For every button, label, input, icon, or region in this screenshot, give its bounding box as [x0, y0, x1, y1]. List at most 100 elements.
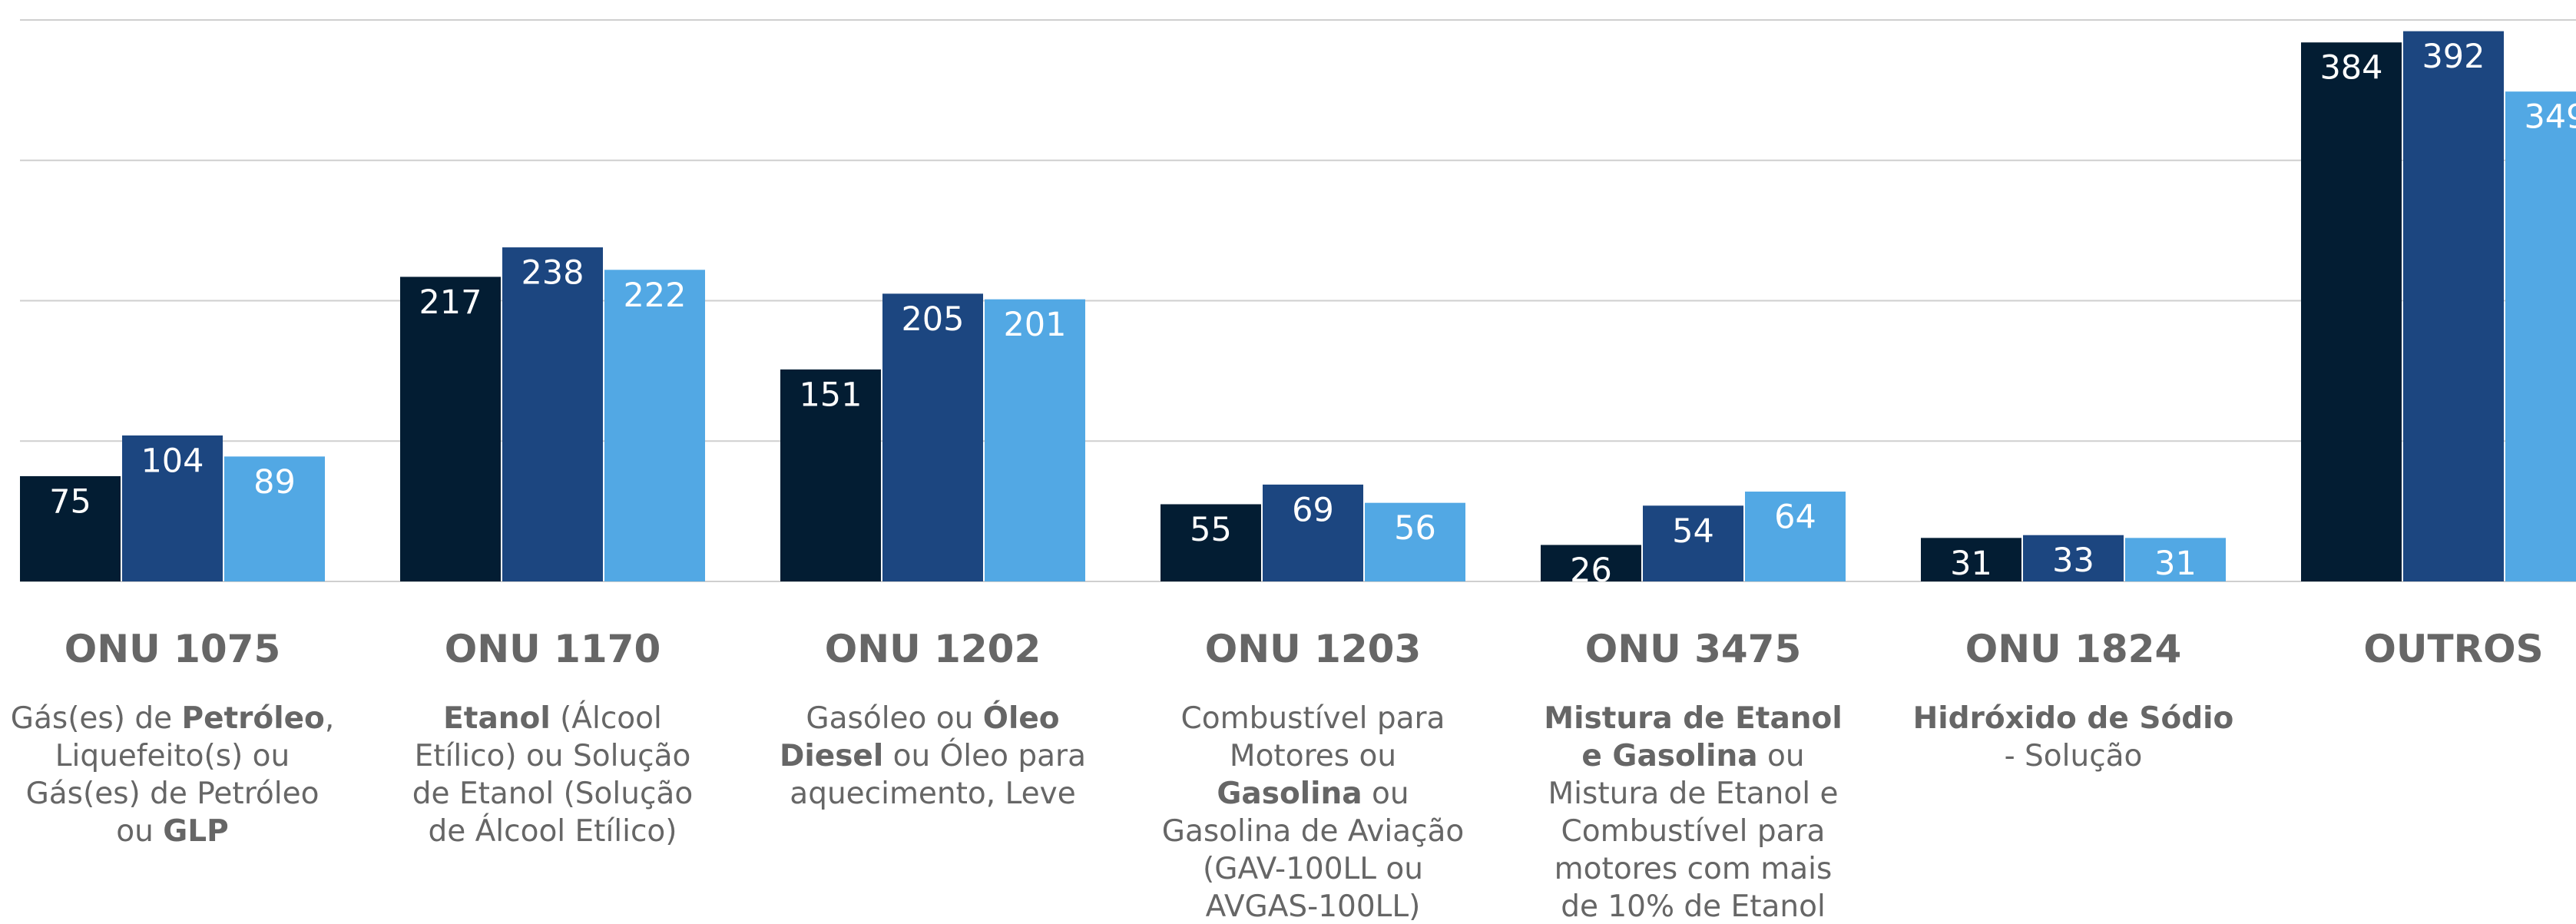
category-description: Gasóleo ou Óleo: [806, 700, 1059, 736]
bar: [2505, 91, 2576, 581]
description-text: AVGAS-100LL): [1206, 889, 1421, 924]
category-description: Diesel ou Óleo para: [780, 737, 1086, 773]
value-label: 75: [49, 482, 91, 521]
description-text: Gasolina de Aviação: [1162, 814, 1465, 849]
bar: [2301, 42, 2402, 582]
category-description: Gasolina ou: [1217, 777, 1409, 811]
description-text: ou Óleo para: [883, 737, 1086, 773]
bar: [1161, 504, 1261, 581]
category-label: ONU 1824: [1965, 627, 2182, 671]
category-description: de 10% de Etanol: [1561, 889, 1826, 924]
value-label: 33: [2052, 541, 2094, 580]
bar: [122, 435, 223, 581]
value-label: 205: [901, 300, 964, 339]
description-text: de Álcool Etílico): [428, 813, 677, 849]
bar: [502, 247, 603, 581]
category-description: motores com mais: [1555, 852, 1833, 886]
category-description: de Álcool Etílico): [428, 813, 677, 849]
category-label: ONU 1203: [1205, 627, 1422, 671]
description-text: de 10% de Etanol: [1561, 889, 1826, 924]
description-text: Mistura de Etanol: [1544, 701, 1842, 736]
value-label: 54: [1672, 512, 1714, 551]
value-label: 89: [253, 463, 296, 502]
description-text: Petróleo: [182, 701, 325, 736]
description-text: Gás(es) de: [11, 701, 182, 736]
value-label: 201: [1003, 306, 1066, 344]
description-text: Gasóleo ou: [806, 701, 982, 736]
category-description: Liquefeito(s) ou: [55, 739, 290, 773]
category-label: ONU 1202: [825, 627, 1041, 671]
value-label: 69: [1292, 491, 1334, 529]
description-text: (Álcool: [551, 700, 662, 736]
description-text: ou: [1758, 739, 1805, 773]
description-text: Diesel: [780, 739, 883, 773]
description-text: de Etanol (Solução: [412, 777, 693, 811]
bar: [780, 369, 881, 581]
category-label: OUTROS: [2363, 627, 2543, 671]
description-text: Motores ou: [1230, 739, 1396, 773]
bar: [1365, 502, 1465, 581]
bar: [2125, 538, 2226, 581]
category-description: Combustível para: [1181, 701, 1445, 736]
value-label: 55: [1190, 511, 1232, 549]
description-text: Combustível para: [1181, 701, 1445, 736]
description-text: (GAV-100LL ou: [1203, 852, 1423, 886]
description-text: Combustível para: [1561, 814, 1826, 849]
category-label: ONU 1075: [65, 627, 281, 671]
bar: [985, 299, 1085, 581]
description-text: Liquefeito(s) ou: [55, 739, 290, 773]
description-text: ou: [116, 814, 163, 849]
value-label: 26: [1570, 551, 1612, 590]
bar: [2403, 31, 2504, 582]
value-label: 151: [799, 376, 862, 415]
value-label: 349: [2524, 98, 2576, 137]
category-description: aquecimento, Leve: [790, 777, 1075, 811]
category-description: Gás(es) de Petróleo,: [11, 701, 334, 736]
description-text: - Solução: [2005, 739, 2143, 773]
description-text: ou: [1362, 777, 1409, 811]
category-description: de Etanol (Solução: [412, 777, 693, 811]
value-label: 64: [1774, 498, 1816, 537]
value-label: 31: [2154, 545, 2197, 583]
value-label: 238: [521, 254, 584, 293]
value-label: 31: [1950, 545, 1992, 583]
bar: [1643, 505, 1743, 581]
description-text: Gás(es) de Petróleo: [26, 777, 320, 811]
description-text: Etílico) ou Solução: [415, 739, 691, 773]
category-description: Mistura de Etanol e: [1548, 777, 1839, 811]
category-description: Gasolina de Aviação: [1162, 814, 1465, 849]
bar: [224, 456, 325, 581]
bar: [400, 277, 501, 581]
category-description: Mistura de Etanol: [1544, 701, 1842, 736]
category-description: (GAV-100LL ou: [1203, 852, 1423, 886]
description-text: Etanol: [443, 701, 551, 736]
bar: [882, 293, 983, 581]
bar: [1921, 538, 2021, 581]
description-text: e Gasolina: [1581, 739, 1757, 773]
category-label: ONU 3475: [1585, 627, 1802, 671]
category-description: Combustível para: [1561, 814, 1826, 849]
bar: [1745, 492, 1846, 581]
bar: [604, 270, 705, 581]
category-description: Hidróxido de Sódio: [1913, 701, 2234, 736]
category-description: Etanol (Álcool: [443, 700, 662, 736]
value-label: 104: [141, 442, 204, 480]
bar: [1541, 545, 1641, 581]
value-label: 56: [1394, 509, 1436, 548]
bar: [20, 475, 121, 581]
value-label: 392: [2422, 38, 2485, 76]
category-description: Gás(es) de Petróleo: [26, 777, 320, 811]
description-text: motores com mais: [1555, 852, 1833, 886]
description-text: Gasolina: [1217, 777, 1362, 811]
description-text: Hidróxido de Sódio: [1913, 701, 2234, 736]
category-description: - Solução: [2005, 739, 2143, 773]
description-text: Óleo: [983, 700, 1060, 736]
bar: [1263, 484, 1363, 581]
category-description: Etílico) ou Solução: [415, 739, 691, 773]
category-description: AVGAS-100LL): [1206, 889, 1421, 924]
category-description: Motores ou: [1230, 739, 1396, 773]
category-description: ou GLP: [116, 814, 228, 849]
category-label: ONU 1170: [445, 627, 661, 671]
